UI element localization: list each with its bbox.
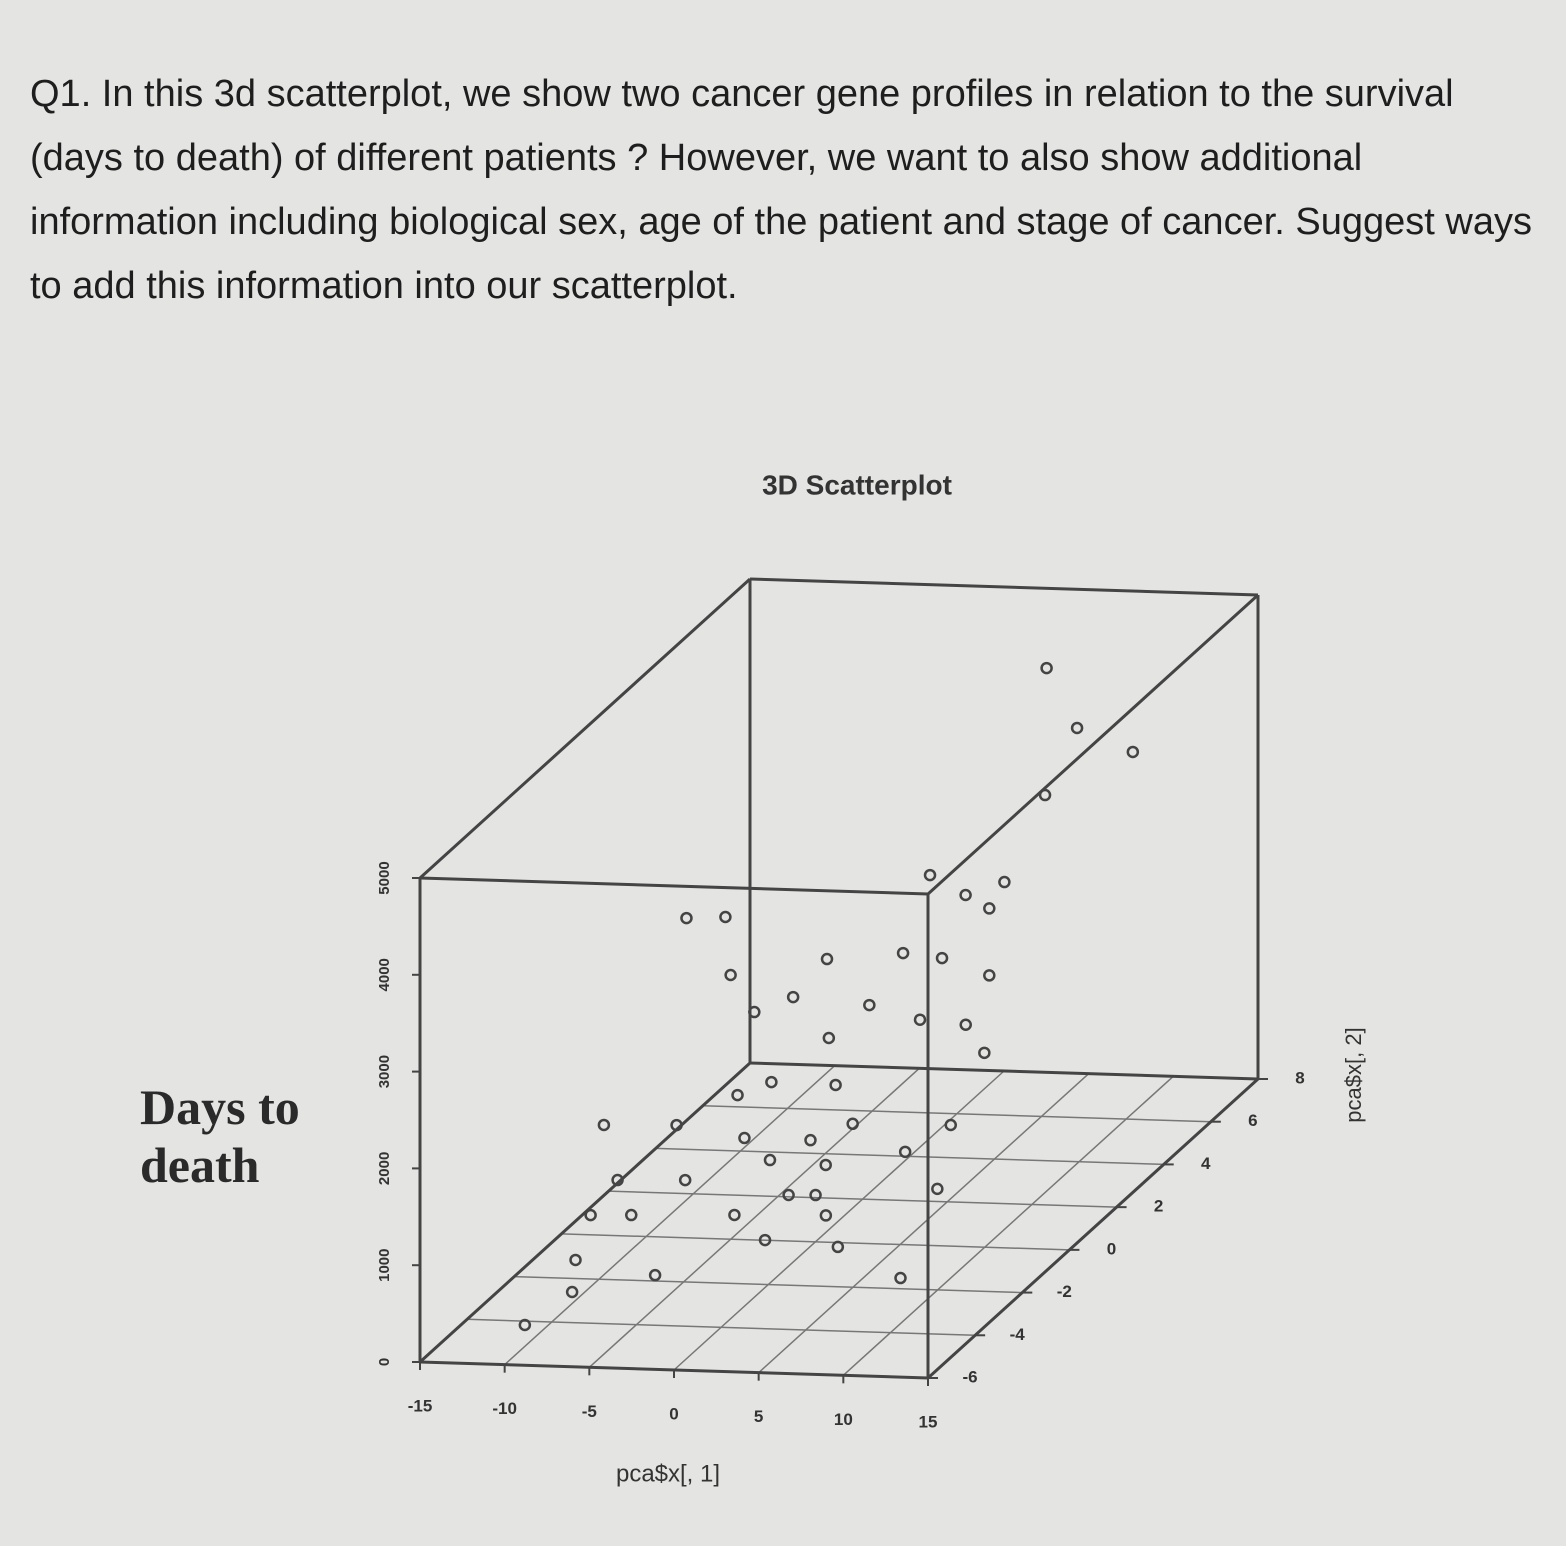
y-tick-label: -2	[1057, 1282, 1072, 1301]
z-tick-label: 3000	[376, 1055, 393, 1088]
point	[786, 990, 800, 1004]
x-tick-label: 5	[754, 1407, 763, 1426]
point	[822, 1031, 836, 1045]
point	[809, 1188, 822, 1202]
y-tick-label: -4	[1010, 1325, 1026, 1344]
box-edge	[926, 1077, 1260, 1380]
point	[863, 998, 876, 1012]
point	[748, 1005, 761, 1019]
point	[829, 1078, 842, 1092]
point	[1126, 745, 1140, 759]
point	[758, 1233, 772, 1247]
z-axis-label: Days to death	[140, 1079, 300, 1193]
point	[896, 946, 910, 960]
y-tick-label: 4	[1201, 1154, 1211, 1173]
point	[983, 969, 996, 982]
x-tick-label: 0	[669, 1404, 678, 1423]
box-edge	[749, 1061, 1259, 1081]
z-tick-label: 0	[376, 1358, 393, 1366]
box-edge	[749, 577, 1259, 597]
point	[728, 1208, 741, 1222]
x-tick-label: -5	[582, 1402, 597, 1421]
point	[913, 1013, 927, 1026]
point	[894, 1271, 907, 1285]
point	[731, 1088, 744, 1102]
point	[670, 1118, 683, 1132]
floor-grid-line	[467, 1318, 976, 1337]
point	[959, 888, 972, 902]
point	[765, 1075, 778, 1089]
y-axis-label: pca$x[, 2]	[1341, 1027, 1366, 1122]
point	[518, 1318, 532, 1332]
point	[584, 1208, 597, 1222]
z-tick-label: 5000	[376, 861, 393, 894]
y-tick-label: 6	[1248, 1111, 1257, 1130]
z-tick-label: 2000	[376, 1152, 393, 1185]
point	[782, 1188, 795, 1202]
point	[959, 1018, 972, 1031]
point	[569, 1253, 582, 1267]
point	[804, 1133, 817, 1147]
point	[763, 1153, 777, 1167]
floor-grid-line	[842, 1075, 1174, 1376]
point	[738, 1131, 751, 1145]
point	[846, 1117, 859, 1131]
point	[724, 968, 737, 982]
floor-grid-line	[588, 1067, 920, 1368]
point	[1070, 721, 1084, 735]
point	[983, 902, 996, 915]
x-tick-label: -10	[492, 1399, 517, 1418]
y-tick-label: -6	[962, 1367, 977, 1386]
point	[931, 1182, 944, 1196]
point	[1040, 661, 1053, 675]
point	[898, 1145, 912, 1159]
x-tick-label: -15	[408, 1396, 433, 1415]
floor-grid-line	[702, 1104, 1211, 1123]
x-tick-label: 10	[834, 1410, 853, 1429]
floor-grid-line	[561, 1233, 1070, 1251]
point	[565, 1285, 579, 1299]
point	[719, 910, 732, 924]
floor-grid-line	[514, 1275, 1023, 1294]
chart-title: 3D Scatterplot	[762, 469, 952, 500]
x-tick-label: 15	[919, 1412, 938, 1431]
y-tick-label: 8	[1295, 1068, 1304, 1087]
point	[597, 1118, 611, 1132]
floor-grid-line	[608, 1190, 1117, 1208]
point	[820, 952, 834, 966]
point	[625, 1208, 638, 1222]
point	[678, 1173, 692, 1187]
question-text: Q1. In this 3d scatterplot, we show two …	[30, 73, 1532, 307]
box-edge	[926, 593, 1260, 896]
point	[648, 1268, 662, 1282]
point	[819, 1158, 832, 1172]
point	[978, 1046, 991, 1060]
point	[819, 1209, 833, 1222]
point	[680, 911, 693, 925]
point	[935, 951, 949, 965]
point	[944, 1118, 958, 1132]
point	[611, 1173, 624, 1187]
floor-grid-line	[504, 1065, 836, 1366]
y-tick-label: 2	[1154, 1197, 1163, 1216]
floor-grid-line	[758, 1073, 1090, 1374]
x-axis-label: pca$x[, 1]	[616, 1460, 720, 1487]
box-edge	[419, 876, 929, 896]
y-tick-label: 0	[1107, 1239, 1116, 1258]
point	[998, 875, 1011, 889]
z-tick-label: 4000	[376, 958, 393, 991]
floor-grid-line	[673, 1070, 1005, 1371]
box-edge	[418, 577, 752, 880]
point	[1038, 788, 1052, 802]
z-tick-label: 1000	[376, 1249, 393, 1282]
floor-grid-line	[655, 1147, 1164, 1166]
point	[831, 1240, 845, 1254]
point	[923, 868, 937, 882]
